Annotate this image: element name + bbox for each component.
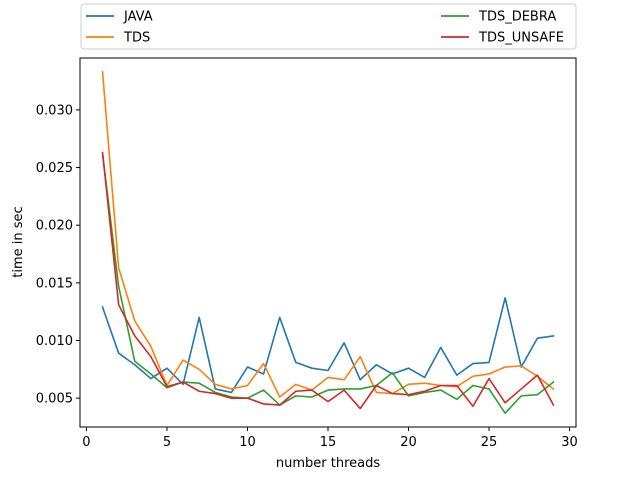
- x-tick-label: 15: [320, 435, 337, 450]
- y-tick-label: 0.025: [36, 161, 73, 176]
- series-line-java: [101, 297, 555, 394]
- y-tick-label: 0.010: [36, 334, 73, 349]
- legend-label: TDS_UNSAFE: [478, 31, 564, 46]
- series-line-tds: [101, 70, 555, 398]
- series-line-tds-unsafe: [101, 151, 555, 410]
- legend-label: TDS: [123, 31, 150, 46]
- legend-label: JAVA: [123, 10, 153, 25]
- x-tick-label: 20: [400, 435, 417, 450]
- y-tick-label: 0.020: [36, 219, 73, 234]
- legend: JAVA TDS TDS_DEBRA TDS_UNSAFE: [80, 3, 577, 50]
- y-axis: 0.005 0.010 0.015 0.020 0.025 0.030: [36, 103, 80, 407]
- plot-background: [80, 58, 576, 427]
- x-tick-label: 0: [82, 435, 90, 450]
- y-tick-label: 0.005: [36, 392, 73, 407]
- x-axis: 0 5 10 15 20 25 30: [82, 427, 578, 450]
- legend-label: TDS_DEBRA: [478, 10, 556, 25]
- y-tick-label: 0.030: [36, 103, 73, 118]
- x-tick-label: 10: [239, 435, 256, 450]
- series-layer: [101, 70, 555, 414]
- x-tick-label: 30: [561, 435, 578, 450]
- x-tick-label: 25: [481, 435, 498, 450]
- y-axis-title: time in sec: [11, 206, 26, 277]
- y-tick-label: 0.015: [36, 276, 73, 291]
- x-tick-label: 5: [163, 435, 171, 450]
- x-axis-title: number threads: [276, 456, 380, 471]
